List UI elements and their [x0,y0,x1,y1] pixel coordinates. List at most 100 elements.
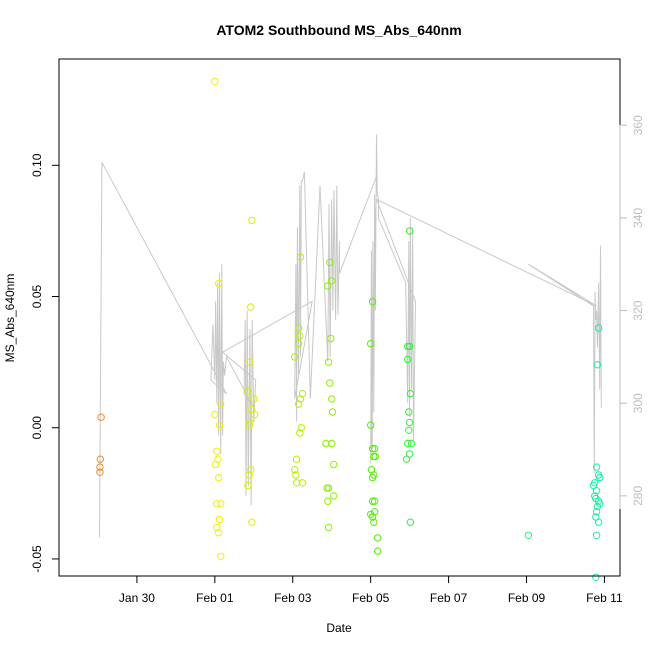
data-point [405,227,414,235]
data-point [322,439,330,448]
data-point [213,523,221,532]
data-point [404,342,412,351]
data-point [327,334,335,343]
secondary-y-tick-label: 360 [631,115,645,135]
data-point [296,395,305,403]
data-point [368,513,377,521]
data-point [298,479,307,487]
data-point [296,429,304,437]
data-point [592,531,601,539]
data-point [596,473,604,482]
x-axis: Jan 30 Feb 01 Feb 03 Feb 05 Feb 07 Feb 09 Feb … [119,576,623,605]
data-point [594,324,603,332]
data-point [328,439,336,448]
data-point [370,497,379,505]
y-tick-label: 0.05 [30,285,44,309]
chart-title: ATOM2 Southbound MS_Abs_640nm [216,22,461,38]
data-point [592,487,601,495]
points-layer [96,77,604,581]
y-tick-label: 0.10 [30,153,44,177]
data-point [296,253,305,261]
data-point [297,424,305,432]
data-point [406,389,415,398]
data-point [291,353,299,361]
data-point [330,492,338,500]
data-point [213,447,221,455]
data-point [324,497,332,505]
data-point [371,452,379,461]
secondary-trace-line [99,134,602,538]
data-point [324,523,333,532]
data-point [406,518,415,526]
x-tick-label: Feb 11 [586,591,623,605]
secondary-trace-layer [99,134,602,538]
x-tick-label: Feb 05 [352,591,390,605]
data-point [374,547,382,555]
data-point [405,418,414,427]
data-point [407,439,416,448]
data-point [217,552,225,560]
data-point [296,332,304,340]
data-point [96,463,104,471]
y-axis: -0.05 0.00 0.05 0.10 [30,153,59,573]
data-point [368,497,377,505]
data-point [291,466,299,474]
data-point [250,395,258,403]
x-axis-label: Date [326,621,352,635]
data-point [248,518,256,526]
data-point [97,413,105,421]
data-point [215,279,223,288]
data-point [245,471,253,479]
data-point [294,324,303,332]
secondary-y-tick-label: 340 [631,208,645,228]
data-point [96,455,105,463]
data-point [215,515,224,524]
data-point [402,455,411,463]
data-point [326,258,334,267]
data-point [374,534,382,542]
secondary-y-tick-label: 320 [631,300,645,320]
data-point [215,529,223,537]
data-point [324,484,333,492]
data-point [368,445,377,453]
data-point [294,400,303,408]
data-point [324,358,333,366]
data-point [292,471,300,479]
x-tick-label: Feb 03 [274,591,312,605]
data-point [404,439,412,448]
secondary-y-tick-label: 280 [631,486,645,506]
plot-frame [58,58,621,577]
data-point [405,408,413,416]
data-point [370,518,378,526]
data-point [217,500,225,508]
data-point [405,342,414,351]
data-point [328,277,336,285]
data-point [370,445,379,453]
data-point [593,361,602,369]
data-point [244,387,252,395]
data-point [215,473,223,482]
data-point [592,463,601,471]
data-point [328,395,336,403]
data-point [294,340,303,348]
x-tick-label: Feb 01 [196,591,234,605]
data-point [593,502,602,511]
data-point [368,473,377,482]
data-point [248,216,256,225]
data-point [592,508,601,516]
secondary-y-tick-label: 300 [631,393,645,413]
data-point [328,408,337,416]
x-tick-label: Jan 30 [119,591,155,605]
data-point [213,500,221,508]
data-point [405,426,413,434]
data-point [367,340,375,348]
data-point [524,531,533,539]
data-point [211,77,219,86]
data-point [324,282,332,290]
secondary-y-axis: 280 300 320 340 360 [620,115,645,506]
data-point [96,468,104,476]
data-point [326,379,334,387]
data-point [247,466,255,474]
data-point [368,298,377,306]
data-point [594,518,603,526]
